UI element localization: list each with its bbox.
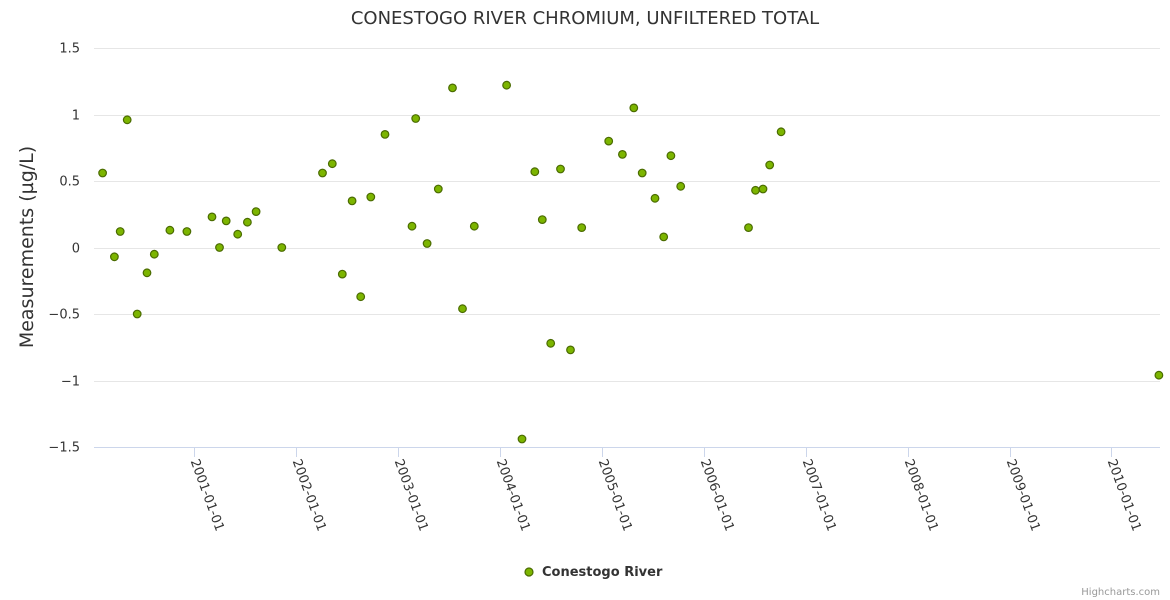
x-tick-label: 2007-01-01: [799, 457, 839, 533]
data-point[interactable]: [277, 243, 287, 252]
x-tick-label: 2010-01-01: [1104, 457, 1144, 533]
data-point[interactable]: [666, 151, 676, 161]
y-tick-label: 1.5: [59, 42, 80, 57]
data-point[interactable]: [337, 269, 347, 279]
data-point[interactable]: [676, 181, 686, 191]
x-tick-label: 2003-01-01: [391, 457, 431, 533]
data-point[interactable]: [530, 167, 540, 177]
y-axis: 1.5 1 0.5 0 −0.5 −1 −1.5: [48, 42, 80, 456]
data-point[interactable]: [115, 227, 125, 236]
legend[interactable]: Conestogo River: [524, 565, 663, 580]
data-point[interactable]: [98, 168, 107, 178]
data-point[interactable]: [142, 268, 152, 278]
data-point[interactable]: [650, 193, 660, 203]
data-point[interactable]: [618, 149, 627, 159]
data-point[interactable]: [407, 221, 417, 231]
data-point[interactable]: [347, 196, 357, 206]
data-point[interactable]: [502, 80, 512, 90]
x-tick-label: 2006-01-01: [697, 457, 737, 533]
data-point[interactable]: [517, 434, 527, 444]
data-point[interactable]: [758, 184, 768, 194]
data-point[interactable]: [448, 83, 457, 93]
y-tick-label: 0.5: [59, 175, 80, 190]
data-point[interactable]: [233, 229, 243, 239]
data-point[interactable]: [744, 223, 753, 233]
data-point[interactable]: [165, 225, 175, 235]
x-tick-label: 2001-01-01: [187, 457, 227, 533]
grid-lines: [94, 48, 1160, 382]
data-point[interactable]: [604, 136, 614, 146]
x-tick-label: 2005-01-01: [595, 457, 635, 533]
data-point[interactable]: [182, 227, 192, 236]
data-point[interactable]: [207, 212, 217, 222]
chart-title: CONESTOGO RIVER CHROMIUM, UNFILTERED TOT…: [351, 8, 819, 29]
x-axis: 2001-01-01 2002-01-01 2003-01-01 2004-01-01…: [94, 447, 1160, 533]
data-point[interactable]: [537, 215, 547, 225]
y-tick-label: 1: [72, 109, 80, 124]
x-tick-label: 2009-01-01: [1003, 457, 1043, 533]
x-tick-label: 2002-01-01: [289, 457, 329, 533]
data-point[interactable]: [433, 184, 443, 194]
legend-item-label[interactable]: Conestogo River: [542, 565, 663, 580]
data-point[interactable]: [577, 223, 587, 233]
legend-marker[interactable]: [524, 567, 534, 577]
x-tick-label: 2008-01-01: [901, 457, 941, 533]
data-point[interactable]: [109, 252, 119, 262]
data-point[interactable]: [546, 338, 556, 348]
y-axis-label: Measurements (µg/L): [16, 146, 38, 348]
data-point[interactable]: [356, 292, 366, 302]
data-point[interactable]: [132, 309, 142, 319]
data-point[interactable]: [469, 221, 479, 231]
data-point[interactable]: [659, 232, 669, 242]
data-point[interactable]: [251, 207, 261, 217]
y-tick-label: −1.5: [48, 441, 80, 456]
y-tick-label: −0.5: [48, 308, 80, 323]
data-point[interactable]: [637, 168, 647, 178]
data-point[interactable]: [776, 127, 786, 137]
data-point[interactable]: [422, 239, 432, 248]
data-point[interactable]: [122, 115, 132, 125]
data-point[interactable]: [411, 114, 421, 123]
data-point[interactable]: [556, 164, 565, 174]
data-point[interactable]: [327, 159, 337, 169]
data-point[interactable]: [1154, 370, 1164, 380]
y-tick-label: −1: [61, 375, 80, 390]
data-point[interactable]: [149, 249, 159, 259]
data-point[interactable]: [765, 160, 775, 170]
data-point[interactable]: [215, 243, 224, 252]
data-point[interactable]: [751, 185, 760, 195]
data-point[interactable]: [221, 216, 231, 226]
series-conestogo-river: [98, 80, 1164, 444]
data-point[interactable]: [366, 192, 376, 202]
data-point[interactable]: [629, 103, 639, 113]
y-tick-label: 0: [72, 242, 80, 257]
credits-link[interactable]: Highcharts.com: [1081, 587, 1160, 598]
x-tick-label: 2004-01-01: [493, 457, 533, 533]
data-point[interactable]: [380, 129, 390, 139]
data-point[interactable]: [566, 345, 575, 355]
data-point[interactable]: [242, 217, 252, 227]
data-point[interactable]: [318, 168, 327, 178]
data-point[interactable]: [458, 304, 467, 314]
